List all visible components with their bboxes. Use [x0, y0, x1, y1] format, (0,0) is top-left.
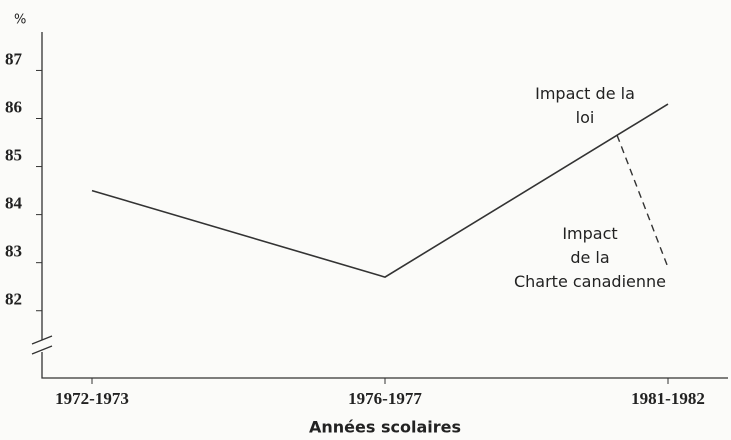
series-label-line: Charte canadienne — [514, 272, 666, 291]
y-tick-label: 83 — [5, 242, 22, 261]
x-tick-label: 1976-1977 — [348, 389, 422, 408]
series-label: Impact de la Charte canadienne — [514, 224, 666, 291]
y-tick-label: 86 — [5, 97, 22, 116]
series-label-line: de la — [570, 248, 609, 267]
series-label-line: loi — [576, 108, 595, 127]
x-tick-label: 1972-1973 — [55, 389, 129, 408]
series-label-line: Impact — [562, 224, 617, 243]
y-tick-label: 82 — [5, 290, 22, 309]
axis-break — [31, 335, 53, 355]
y-unit: % — [14, 13, 26, 28]
y-tick-label: 87 — [5, 49, 23, 68]
y-tick-label: 84 — [5, 194, 23, 213]
axes — [41, 32, 728, 379]
x-tick-label: 1981-1982 — [631, 389, 705, 408]
x-axis-label: Années scolaires — [309, 418, 461, 437]
y-tick-label: 85 — [5, 145, 22, 164]
dashed-series — [616, 134, 669, 268]
line-series — [91, 103, 669, 278]
series-label: Impact de la loi — [535, 84, 635, 127]
series-label-line: Impact de la — [535, 84, 635, 103]
